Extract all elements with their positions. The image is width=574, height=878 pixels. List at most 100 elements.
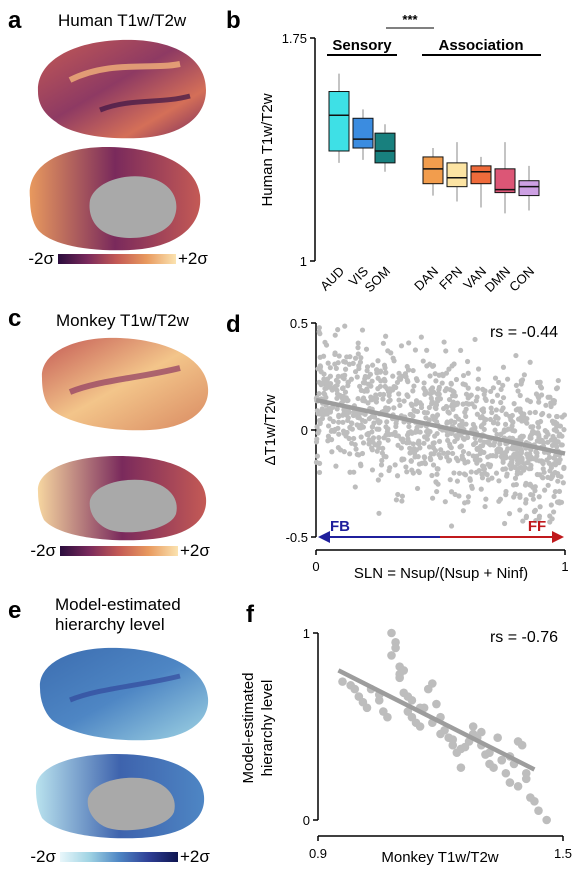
panel-d-point <box>365 400 371 406</box>
panel-d-point <box>408 458 414 464</box>
panel-d-point <box>406 423 412 430</box>
panel-d-point <box>515 406 521 412</box>
panel-b-xtick-fpn: FPN <box>436 264 465 293</box>
panel-d-point <box>353 446 359 452</box>
panel-d-point <box>481 439 487 445</box>
panel-d-point <box>480 406 486 412</box>
panel-d-point <box>373 392 379 398</box>
panel-c-colorbar-low: -2σ <box>30 541 56 560</box>
panel-d-point <box>381 391 387 398</box>
panel-d-point <box>515 465 521 472</box>
panel-d-point <box>517 494 523 500</box>
panel-d-point <box>320 380 326 386</box>
panel-d-point <box>528 491 534 498</box>
panel-d-point <box>369 378 375 384</box>
panel-d-fit-line <box>315 397 566 456</box>
panel-f-point <box>505 778 515 787</box>
panel-d-point <box>441 339 447 345</box>
panel-e-colorbar <box>60 852 178 862</box>
panel-d-point <box>456 470 463 476</box>
panel-d-point <box>515 388 521 394</box>
panel-d-point <box>396 370 402 376</box>
panel-f-point <box>530 797 539 806</box>
panel-b-xtick-dmn: DMN <box>482 264 514 296</box>
panel-d-point <box>517 507 523 513</box>
panel-d-point <box>315 430 321 436</box>
panel-d-point <box>453 376 460 383</box>
panel-d-point <box>444 432 450 438</box>
panel-f-point <box>542 815 551 825</box>
panel-d-point <box>477 457 483 463</box>
panel-d-point <box>536 513 543 519</box>
panel-d-point <box>470 441 477 448</box>
panel-d-point <box>561 412 568 418</box>
panel-d-point <box>446 457 453 463</box>
panel-b-significance-stars: *** <box>402 12 418 27</box>
panel-d-point <box>493 470 500 476</box>
panel-d-point <box>355 340 361 346</box>
panel-d-point <box>518 450 525 456</box>
panel-d-point <box>333 365 339 371</box>
panel-d-point <box>314 424 320 430</box>
panel-d-point <box>380 340 386 346</box>
panel-d-point <box>421 385 427 392</box>
panel-d-point <box>411 383 417 389</box>
panel-d-point <box>336 419 342 425</box>
panel-b-box-dan <box>422 156 444 185</box>
panel-d-point <box>407 445 413 451</box>
panel-d-point <box>547 468 553 474</box>
panel-d-point <box>335 373 341 379</box>
panel-d-point <box>551 438 557 444</box>
panel-d-point <box>327 365 333 371</box>
panel-d-point <box>366 441 372 447</box>
panel-d-point <box>385 348 391 354</box>
panel-d-point <box>435 398 441 404</box>
monkey-brain-lateral <box>41 337 209 431</box>
panel-d-point <box>351 469 357 475</box>
panel-d-point <box>434 471 440 477</box>
panel-d-point <box>393 497 399 503</box>
panel-d-point <box>371 420 377 426</box>
panel-d-point <box>386 467 392 474</box>
panel-d-point <box>551 493 557 500</box>
panel-d-point <box>345 408 351 414</box>
panel-d-point <box>532 484 538 490</box>
panel-d-point <box>442 388 448 394</box>
panel-a-colorbar-low: -2σ <box>28 249 54 268</box>
panel-d-point <box>537 379 543 385</box>
panel-d-point <box>340 419 346 425</box>
panel-d-point <box>436 384 442 390</box>
panel-d-point <box>390 373 396 379</box>
panel-d-ytick-label: 0 <box>301 423 308 438</box>
panel-d-point <box>528 454 534 460</box>
panel-d-point <box>552 469 558 476</box>
panel-d-point <box>350 412 357 419</box>
panel-d-rs-label: rs = -0.44 <box>490 324 558 341</box>
panel-d-point <box>395 433 402 439</box>
panel-d-point <box>548 502 554 508</box>
panel-d-point <box>536 494 542 500</box>
panel-d-point <box>378 472 384 478</box>
panel-d-point <box>542 487 548 493</box>
panel-d-point <box>535 430 541 436</box>
panel-d-point <box>327 416 333 422</box>
panel-d-point <box>518 378 524 384</box>
panel-d-point <box>331 384 338 390</box>
panel-f-ytick-label: 1 <box>303 626 310 641</box>
panel-d-point <box>383 333 389 339</box>
panel-d-point <box>473 398 479 404</box>
panel-d-point <box>534 471 540 478</box>
panel-d-point <box>481 464 487 470</box>
panel-d-point <box>503 492 509 498</box>
panel-d-point <box>443 348 449 354</box>
panel-d-point <box>355 395 361 402</box>
panel-d-point <box>540 410 546 417</box>
panel-d-point <box>449 403 455 409</box>
panel-d-point <box>554 385 560 391</box>
panel-d-point <box>425 427 431 434</box>
panel-b-ytick-label: 1 <box>300 254 307 269</box>
panel-d-point <box>375 358 381 364</box>
panel-d-point <box>414 424 420 431</box>
panel-d-point <box>485 454 491 460</box>
model-brain-lateral <box>39 647 209 741</box>
